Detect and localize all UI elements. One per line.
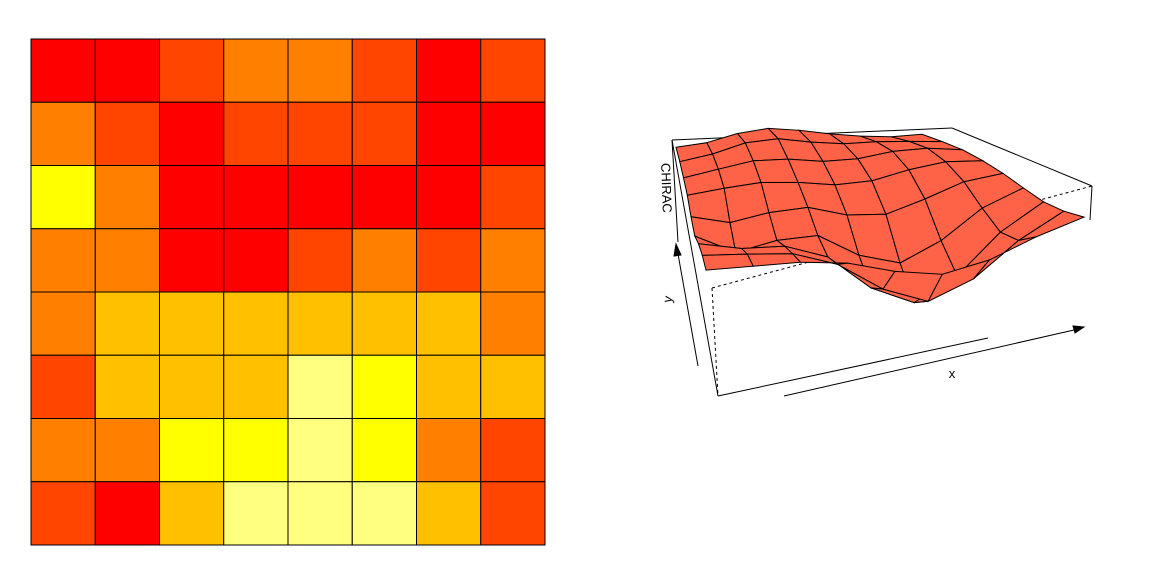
box-edge xyxy=(671,139,679,243)
heatmap-cell xyxy=(287,165,353,230)
x-axis-arrowhead xyxy=(1072,325,1086,334)
box-edge xyxy=(671,139,719,397)
heatmap-cell xyxy=(416,418,482,483)
surface-box-front xyxy=(671,139,989,397)
heatmap-cell xyxy=(287,354,353,419)
heatmap-cell xyxy=(480,291,546,356)
box-edge xyxy=(717,337,989,397)
heatmap-cell xyxy=(351,165,417,230)
surface-facet xyxy=(701,253,755,271)
x-axis-label: x xyxy=(949,366,956,381)
heatmap-cell xyxy=(30,291,96,356)
heatmap-cell xyxy=(223,38,289,103)
surface-facet xyxy=(1018,210,1086,241)
heatmap-cell xyxy=(30,101,96,166)
heatmap-cell xyxy=(287,228,353,293)
heatmap-cell xyxy=(416,228,482,293)
heatmap-cell xyxy=(351,291,417,356)
heatmap-cell xyxy=(287,418,353,483)
heatmap-cell xyxy=(287,101,353,166)
heatmap-cell xyxy=(94,228,160,293)
heatmap-cell xyxy=(94,418,160,483)
heatmap-cell xyxy=(223,101,289,166)
heatmap-cell xyxy=(159,165,225,230)
heatmap-cell xyxy=(416,38,482,103)
heatmap-cell xyxy=(94,291,160,356)
surface-axes xyxy=(673,242,1086,397)
heatmap-cell xyxy=(223,228,289,293)
heatmap-cell xyxy=(159,481,225,546)
heatmap-cell xyxy=(287,38,353,103)
heatmap-cell xyxy=(480,228,546,293)
heatmap-cell xyxy=(30,38,96,103)
heatmap-cell xyxy=(30,418,96,483)
heatmap-cell xyxy=(159,291,225,356)
heatmap-cell xyxy=(351,38,417,103)
heatmap-cell xyxy=(159,418,225,483)
heatmap-cell xyxy=(480,38,546,103)
heatmap-cell xyxy=(94,354,160,419)
heatmap-cell xyxy=(223,418,289,483)
heatmap-cell xyxy=(223,165,289,230)
heatmap-cell xyxy=(416,165,482,230)
heatmap-cell xyxy=(480,165,546,230)
heatmap-cell xyxy=(159,101,225,166)
heatmap-cell xyxy=(351,354,417,419)
heatmap-cell xyxy=(480,418,546,483)
surface-facet xyxy=(746,253,802,267)
heatmap-cell xyxy=(94,481,160,546)
heatmap-cell xyxy=(30,165,96,230)
heatmap-cell xyxy=(416,481,482,546)
heatmap-cell xyxy=(30,354,96,419)
surface-box-hidden xyxy=(711,185,1093,397)
surface-chart: x y CHIRAC xyxy=(658,127,1093,397)
heatmap-cell xyxy=(159,38,225,103)
box-edge xyxy=(951,127,1093,187)
heatmap-cells xyxy=(30,38,546,546)
surface-mesh xyxy=(675,127,1086,304)
heatmap-cell xyxy=(94,165,160,230)
heatmap-cell xyxy=(351,101,417,166)
heatmap-cell xyxy=(159,228,225,293)
heatmap-cell xyxy=(480,481,546,546)
y-axis-arrow xyxy=(677,253,699,367)
box-edge xyxy=(1089,185,1093,221)
heatmap-cell xyxy=(223,354,289,419)
heatmap-cell xyxy=(30,228,96,293)
heatmap-cell xyxy=(30,481,96,546)
heatmap-cell xyxy=(351,418,417,483)
heatmap-cell xyxy=(351,481,417,546)
heatmap-cell xyxy=(416,291,482,356)
heatmap-cell xyxy=(480,354,546,419)
z-axis-label: CHIRAC xyxy=(658,163,675,213)
box-hidden-edge xyxy=(711,287,719,397)
x-axis-arrow xyxy=(783,329,1075,397)
heatmap-cell xyxy=(480,101,546,166)
heatmap-cell xyxy=(159,354,225,419)
heatmap-cell xyxy=(287,481,353,546)
heatmap-cell xyxy=(351,228,417,293)
heatmap-cell xyxy=(94,38,160,103)
heatmap-cell xyxy=(287,291,353,356)
y-axis-label: y xyxy=(660,294,676,303)
heatmap-cell xyxy=(416,354,482,419)
heatmap-cell xyxy=(223,481,289,546)
heatmap-cell xyxy=(416,101,482,166)
y-axis-arrowhead xyxy=(673,242,682,257)
heatmap-chart xyxy=(30,38,546,546)
heatmap-cell xyxy=(94,101,160,166)
heatmap-cell xyxy=(223,291,289,356)
